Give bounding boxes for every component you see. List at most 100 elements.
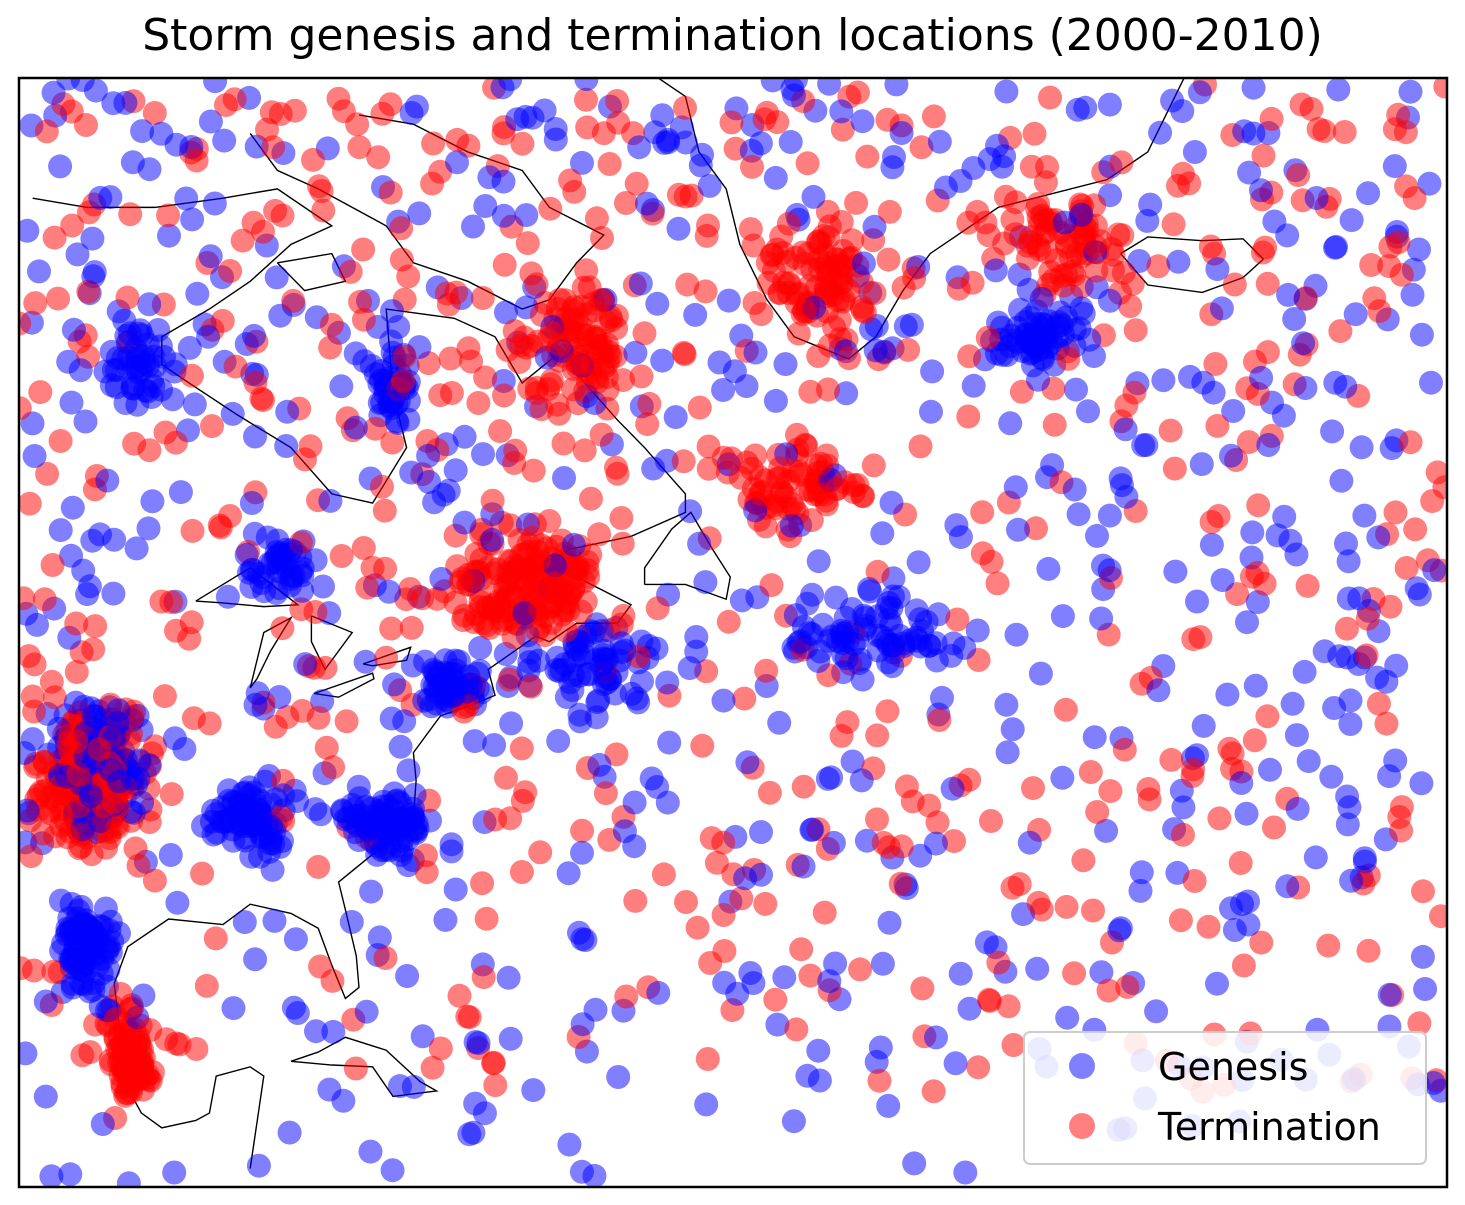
plot-frame [17, 76, 1449, 1189]
point-termination [163, 430, 188, 455]
point-termination [1146, 254, 1171, 279]
point-genesis [767, 710, 792, 735]
point-termination [529, 397, 554, 422]
point-termination [1433, 78, 1447, 99]
point-genesis [162, 1160, 187, 1185]
point-genesis [88, 522, 112, 547]
point-termination [307, 174, 331, 199]
point-genesis [380, 1158, 405, 1183]
point-termination [222, 87, 247, 112]
point-genesis [1024, 312, 1049, 336]
point-termination [979, 549, 1004, 574]
point-termination [378, 180, 403, 205]
point-genesis [1189, 452, 1214, 477]
point-termination [19, 311, 32, 336]
point-genesis [1319, 764, 1344, 789]
point-termination [1220, 741, 1245, 766]
point-termination [1058, 244, 1083, 269]
point-termination [438, 346, 463, 371]
point-termination [470, 286, 495, 310]
point-genesis [1284, 723, 1309, 748]
point-termination [1383, 500, 1408, 525]
point-genesis [1356, 181, 1381, 206]
point-termination [19, 586, 36, 611]
point-termination [351, 536, 376, 560]
point-genesis [111, 346, 136, 371]
point-termination [314, 735, 339, 760]
point-genesis [463, 1091, 488, 1116]
point-termination [321, 755, 346, 780]
point-termination [123, 836, 148, 861]
point-termination [64, 729, 89, 754]
legend-box [1023, 1031, 1427, 1165]
point-termination [355, 575, 380, 600]
point-termination [303, 600, 328, 624]
point-genesis [908, 607, 933, 632]
point-genesis [157, 223, 181, 248]
point-termination [301, 147, 325, 172]
point-termination [861, 453, 886, 478]
point-termination [565, 355, 590, 380]
point-genesis [571, 642, 596, 667]
point-termination [791, 774, 816, 799]
point-genesis [1326, 78, 1351, 102]
point-termination [103, 1007, 128, 1031]
point-genesis [482, 733, 507, 757]
point-termination [1359, 253, 1384, 277]
point-termination [611, 603, 636, 628]
point-termination [1393, 120, 1418, 145]
point-termination [194, 973, 219, 998]
point-genesis [763, 388, 788, 413]
point-termination [298, 434, 323, 459]
point-genesis [995, 740, 1020, 765]
point-termination [492, 383, 516, 408]
point-genesis [1282, 307, 1307, 331]
point-genesis [321, 1019, 346, 1044]
point-termination [42, 685, 67, 710]
point-genesis [622, 790, 647, 815]
point-genesis [204, 820, 229, 845]
point-genesis [241, 780, 266, 805]
point-termination [597, 152, 622, 176]
point-genesis [1215, 682, 1240, 707]
point-termination [428, 1036, 453, 1061]
point-genesis [433, 648, 458, 673]
point-genesis [55, 916, 80, 941]
point-termination [671, 449, 696, 474]
point-termination [105, 815, 130, 840]
point-genesis [1046, 310, 1071, 335]
point-genesis [1029, 286, 1054, 311]
point-genesis [862, 214, 887, 239]
point-termination [1398, 430, 1423, 455]
point-genesis [906, 550, 931, 575]
point-genesis [445, 150, 469, 175]
point-genesis [1256, 433, 1281, 457]
point-genesis [994, 692, 1019, 717]
point-genesis [819, 765, 844, 790]
point-termination [389, 216, 414, 241]
point-genesis [806, 1038, 831, 1063]
point-termination [841, 473, 866, 498]
point-termination [925, 810, 950, 835]
point-genesis [549, 657, 574, 682]
point-genesis [148, 334, 173, 359]
point-genesis [1366, 525, 1391, 550]
point-genesis [243, 692, 268, 717]
point-genesis [33, 1084, 58, 1109]
point-genesis [570, 1012, 595, 1037]
point-termination [551, 431, 576, 456]
point-genesis [140, 489, 165, 514]
point-genesis [1324, 234, 1349, 259]
point-genesis [1210, 568, 1235, 593]
point-genesis [232, 910, 257, 935]
point-genesis [694, 1092, 719, 1117]
point-genesis [48, 888, 73, 913]
point-genesis [693, 570, 718, 595]
point-genesis [104, 375, 129, 400]
point-genesis [574, 78, 599, 92]
point-termination [553, 618, 578, 643]
point-termination [459, 349, 484, 374]
point-genesis [1410, 944, 1435, 969]
point-genesis [58, 1162, 83, 1187]
point-genesis [379, 706, 404, 731]
